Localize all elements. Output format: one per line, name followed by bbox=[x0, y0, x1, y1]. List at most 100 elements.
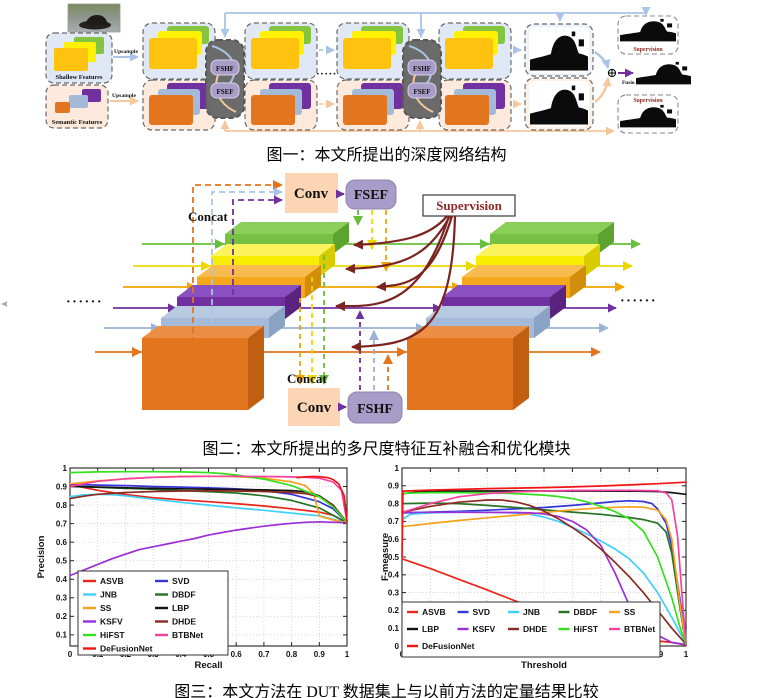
y-tick-label: 0.4 bbox=[56, 575, 68, 584]
curve-DeFusionNet bbox=[296, 475, 348, 523]
feature-group-4 bbox=[438, 22, 512, 131]
conv-label-bottom: Conv bbox=[297, 400, 332, 416]
supervision-label: Supervision bbox=[436, 198, 503, 213]
legend-label-DBDF: DBDF bbox=[172, 590, 196, 600]
x-tick-label: 1 bbox=[345, 650, 350, 659]
y-tick-label: 0.2 bbox=[56, 612, 68, 621]
figure2-fusion-module-diagram: Concat Conv FSEF Supervision Concat Conv bbox=[1, 173, 657, 426]
legend-label-KSFV: KSFV bbox=[100, 617, 123, 627]
y-axis-label: Precision bbox=[36, 535, 47, 578]
figure3-caption: 图三：本文方法在 DUT 数据集上与以前方法的定量结果比较 bbox=[174, 684, 599, 698]
margin-marker bbox=[1, 301, 7, 307]
fshf-output-arrows bbox=[355, 310, 393, 390]
legend-label-SVD: SVD bbox=[172, 576, 189, 586]
figure1-caption: 图一：本文所提出的深度网络结构 bbox=[266, 147, 507, 164]
semantic-features-group: Semantic Features bbox=[45, 84, 109, 129]
figure1-network-diagram: FSHF FSEF Shallow Featur bbox=[45, 3, 692, 136]
fshf-fsef-module-2 bbox=[403, 40, 441, 118]
concat-top-arrows bbox=[192, 180, 283, 343]
curve-DBDF bbox=[401, 502, 687, 646]
connector-lines bbox=[220, 6, 651, 136]
x-tick-label: 0.9 bbox=[314, 650, 326, 659]
input-image bbox=[67, 3, 121, 33]
y-tick-label: 0.1 bbox=[56, 631, 68, 640]
y-tick-label: 0.6 bbox=[56, 538, 68, 547]
legend-label-LBP: LBP bbox=[422, 624, 439, 634]
legend-label-KSFV: KSFV bbox=[473, 624, 496, 634]
supervision-box-top: Supervision bbox=[617, 15, 679, 55]
saliency-map-shallow bbox=[524, 23, 594, 77]
fusion-label: Fusion bbox=[622, 80, 638, 86]
fsef-box: FSEF bbox=[345, 179, 397, 210]
y-tick-label: 0.7 bbox=[56, 519, 68, 528]
curve-SVD bbox=[401, 499, 687, 646]
legend-label-SVD: SVD bbox=[473, 607, 490, 617]
y-tick-label: 0.2 bbox=[388, 606, 400, 615]
conv-label-top: Conv bbox=[294, 186, 329, 202]
fshf-label: FSHF bbox=[357, 402, 393, 417]
figure2-caption: 图二：本文所提出的多尺度特征互补融合和优化模块 bbox=[202, 441, 571, 458]
saliency-map-semantic bbox=[524, 77, 594, 131]
curve-SS bbox=[401, 505, 687, 646]
figure3-charts: 0 0.1 0.2 0.3 0.4 0.5 0.6 0.7 0.8 0.9 1 0.1 0.2 0.3 0.… bbox=[0, 464, 773, 680]
y-tick-label: 1 bbox=[395, 464, 400, 473]
y-tick-label: 0.6 bbox=[388, 535, 400, 544]
fsef-output-arrows bbox=[353, 210, 391, 272]
legend-label-BTBNet: BTBNet bbox=[624, 624, 655, 634]
feature-group-2 bbox=[244, 22, 318, 131]
supervision-box: Supervision bbox=[422, 194, 516, 217]
fmeasure-threshold-chart: 00.10.20.30.40.50.60.70.80.9100.10.20.30… bbox=[380, 464, 689, 671]
y-tick-label: 0.5 bbox=[388, 553, 400, 562]
curve-HiFST bbox=[401, 491, 687, 646]
y-tick-label: 0.9 bbox=[388, 482, 400, 491]
curve-SVD bbox=[69, 483, 348, 524]
fsef-label: FSEF bbox=[354, 188, 388, 203]
legend-label-DeFusionNet: DeFusionNet bbox=[100, 644, 153, 654]
curve-BTBNet bbox=[401, 489, 687, 644]
fshf-box: FSHF bbox=[347, 391, 403, 424]
x-tick-label: 0 bbox=[68, 650, 73, 659]
curve-HiFST bbox=[69, 470, 348, 524]
y-tick-label: 0 bbox=[395, 642, 400, 651]
supervision-arrows bbox=[335, 215, 457, 352]
x-tick-label: 0.6 bbox=[231, 650, 243, 659]
legend-box bbox=[77, 570, 229, 656]
ellipsis-dots: ····· bbox=[316, 68, 337, 80]
shallow-features-label: Shallow Features bbox=[56, 74, 103, 81]
legend-label-ASVB: ASVB bbox=[100, 576, 124, 586]
y-tick-label: 0.3 bbox=[56, 594, 68, 603]
curve-ASVB bbox=[69, 483, 348, 524]
x-tick-label: 0.8 bbox=[286, 650, 298, 659]
legend-label-HiFST: HiFST bbox=[100, 630, 125, 640]
conv-box-bottom: Conv bbox=[288, 388, 340, 426]
y-tick-label: 0.5 bbox=[56, 557, 68, 566]
ellipsis-dots-right: ······ bbox=[620, 294, 657, 309]
supervision-box-bottom: Supervision bbox=[617, 94, 679, 134]
curve-BTBNet bbox=[69, 475, 348, 523]
fusion-plus-icon: ⊕ bbox=[607, 65, 618, 80]
concat-label-bottom: Concat bbox=[287, 371, 327, 386]
concat-bottom-arrows bbox=[295, 255, 329, 385]
y-tick-label: 0.8 bbox=[388, 499, 400, 508]
ellipsis-dots-left: ······ bbox=[66, 295, 103, 310]
x-axis-label: Threshold bbox=[521, 660, 567, 671]
feature-group-3 bbox=[336, 22, 410, 131]
y-tick-label: 1 bbox=[63, 464, 68, 473]
concat-label-top: Concat bbox=[188, 209, 228, 224]
legend-label-ASVB: ASVB bbox=[422, 607, 446, 617]
legend-label-SS: SS bbox=[100, 603, 112, 613]
legend-label-JNB: JNB bbox=[523, 607, 540, 617]
curve-KSFV bbox=[69, 520, 348, 577]
supervision-label-top: Supervision bbox=[633, 47, 663, 53]
x-tick-label: 1 bbox=[684, 650, 689, 659]
y-tick-label: 0.4 bbox=[388, 571, 400, 580]
y-tick-label: 0.9 bbox=[56, 482, 68, 491]
x-axis-label: Recall bbox=[195, 660, 223, 671]
curve-DeFusionNet bbox=[401, 481, 687, 558]
legend-label-DHDE: DHDE bbox=[172, 617, 196, 627]
y-tick-label: 0.7 bbox=[388, 517, 400, 526]
y-tick-label: 0.1 bbox=[388, 624, 400, 633]
upsample-label-top: Upsample bbox=[114, 49, 138, 55]
feature-group-1 bbox=[142, 22, 216, 131]
